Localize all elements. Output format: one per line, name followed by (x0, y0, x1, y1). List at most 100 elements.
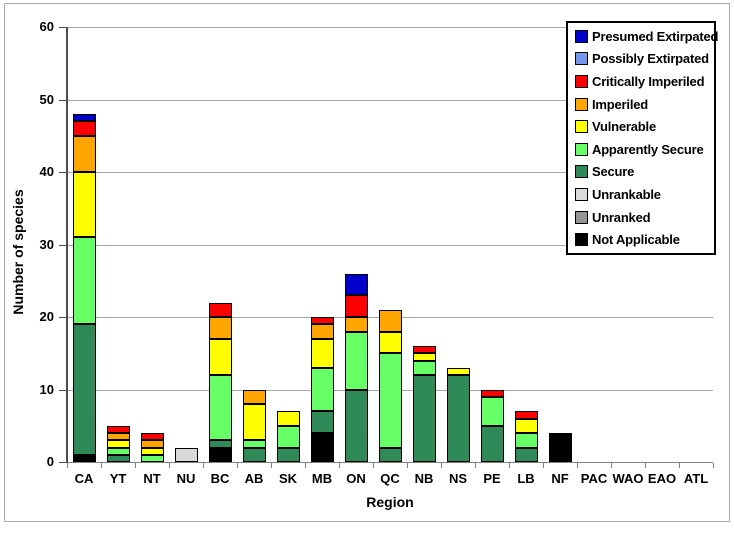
x-tick-label-pe: PE (483, 471, 501, 486)
x-tick-mark (577, 463, 578, 468)
bar-segment-ca-secure (73, 324, 96, 455)
x-tick-label-eao: EAO (647, 471, 677, 486)
x-tick-mark (373, 463, 374, 468)
x-tick-label-on: ON (346, 471, 366, 486)
bar-segment-bc-secure (209, 440, 232, 448)
bar-segment-qc-secure (379, 448, 402, 462)
x-tick-mark (441, 463, 442, 468)
bar-segment-mb-vulnerable (311, 339, 334, 368)
x-tick-mark (543, 463, 544, 468)
legend: Presumed Extirpated Possibly Extirpated Cr… (566, 21, 718, 255)
x-tick-mark (271, 463, 272, 468)
legend-label: Vulnerable (592, 119, 656, 135)
legend-item-unrankable: Unrankable (575, 187, 714, 202)
bar-segment-ca-imperiled (73, 136, 96, 172)
x-tick-label-lb: LB (517, 471, 535, 486)
x-axis-title: Region (366, 494, 414, 510)
legend-swatch-not-applicable (575, 233, 588, 247)
x-tick-label-ns: NS (448, 471, 468, 486)
bar-segment-pe-secure (481, 426, 504, 462)
bar-segment-ab-imperiled (243, 390, 266, 404)
bar-segment-bc-critically-imperiled (209, 303, 232, 317)
legend-label: Secure (592, 164, 635, 180)
x-axis-line (67, 462, 713, 463)
y-tick-mark (59, 462, 67, 463)
legend-swatch-secure (575, 165, 588, 179)
x-tick-label-bc: BC (210, 471, 230, 486)
bar-segment-nu-unrankable (175, 448, 198, 462)
bar-segment-nb-apparently-secure (413, 361, 436, 375)
x-tick-label-nb: NB (414, 471, 434, 486)
x-tick-mark (475, 463, 476, 468)
x-tick-label-nt: NT (143, 471, 161, 486)
legend-swatch-unranked (575, 210, 588, 224)
bar-segment-sk-apparently-secure (277, 426, 300, 448)
bar-segment-on-imperiled (345, 317, 368, 332)
legend-swatch-presumed-extirpated (575, 29, 588, 43)
x-tick-label-nu: NU (176, 471, 196, 486)
bar-segment-qc-vulnerable (379, 332, 402, 353)
legend-item-unranked: Unranked (575, 210, 714, 225)
y-tick-label: 10 (39, 382, 54, 397)
bar-segment-mb-secure (311, 411, 334, 433)
x-tick-mark (509, 463, 510, 468)
bar-segment-yt-imperiled (107, 433, 130, 440)
bar-segment-yt-apparently-secure (107, 448, 130, 455)
x-tick-mark (713, 463, 714, 468)
gridline (67, 100, 713, 101)
y-axis-title: Number of species (10, 189, 26, 315)
legend-item-apparently-secure: Apparently Secure (575, 142, 714, 157)
y-tick-mark (59, 172, 67, 173)
legend-swatch-possibly-extirpated (575, 52, 588, 66)
bar-segment-pe-critically-imperiled (481, 390, 504, 397)
y-tick-label: 50 (39, 92, 54, 107)
bar-segment-nt-critically-imperiled (141, 433, 164, 440)
legend-swatch-vulnerable (575, 120, 588, 134)
bar-segment-mb-imperiled (311, 324, 334, 339)
y-tick-mark (59, 317, 67, 318)
bar-segment-pe-apparently-secure (481, 397, 504, 426)
bar-segment-nt-apparently-secure (141, 455, 164, 462)
bar-segment-bc-not-applicable (209, 448, 232, 462)
legend-label: Apparently Secure (592, 141, 704, 157)
legend-label: Unrankable (592, 186, 661, 202)
bar-segment-ns-secure (447, 375, 470, 462)
x-tick-mark (339, 463, 340, 468)
legend-item-imperiled: Imperiled (575, 97, 714, 112)
x-tick-label-wao: WAO (612, 471, 644, 486)
legend-item-vulnerable: Vulnerable (575, 119, 714, 134)
x-tick-mark (169, 463, 170, 468)
bar-segment-bc-imperiled (209, 317, 232, 339)
bar-segment-nt-imperiled (141, 440, 164, 448)
x-tick-mark (645, 463, 646, 468)
x-tick-label-qc: QC (380, 471, 400, 486)
bar-segment-on-critically-imperiled (345, 295, 368, 317)
bar-segment-sk-secure (277, 448, 300, 462)
bar-segment-lb-critically-imperiled (515, 411, 538, 419)
x-tick-mark (679, 463, 680, 468)
bar-segment-yt-secure (107, 455, 130, 462)
y-tick-label: 30 (39, 237, 54, 252)
legend-item-critically-imperiled: Critically Imperiled (575, 74, 714, 89)
bar-segment-ca-vulnerable (73, 172, 96, 237)
bar-segment-mb-critically-imperiled (311, 317, 334, 324)
bar-segment-nf-not-applicable (549, 433, 572, 462)
x-tick-mark (305, 463, 306, 468)
x-tick-mark (203, 463, 204, 468)
bar-segment-nt-vulnerable (141, 448, 164, 455)
bar-segment-yt-critically-imperiled (107, 426, 130, 433)
legend-item-not-applicable: Not Applicable (575, 232, 714, 247)
y-tick-label: 20 (39, 309, 54, 324)
legend-label: Not Applicable (592, 232, 680, 248)
bar-segment-nb-vulnerable (413, 353, 436, 361)
bar-segment-on-presumed-extirpated (345, 274, 368, 295)
x-tick-label-mb: MB (311, 471, 333, 486)
x-tick-label-pac: PAC (580, 471, 608, 486)
y-tick-mark (59, 390, 67, 391)
gridline (67, 245, 713, 246)
y-tick-mark (59, 27, 67, 28)
gridline (67, 172, 713, 173)
bar-segment-yt-vulnerable (107, 440, 130, 448)
legend-swatch-imperiled (575, 97, 588, 111)
